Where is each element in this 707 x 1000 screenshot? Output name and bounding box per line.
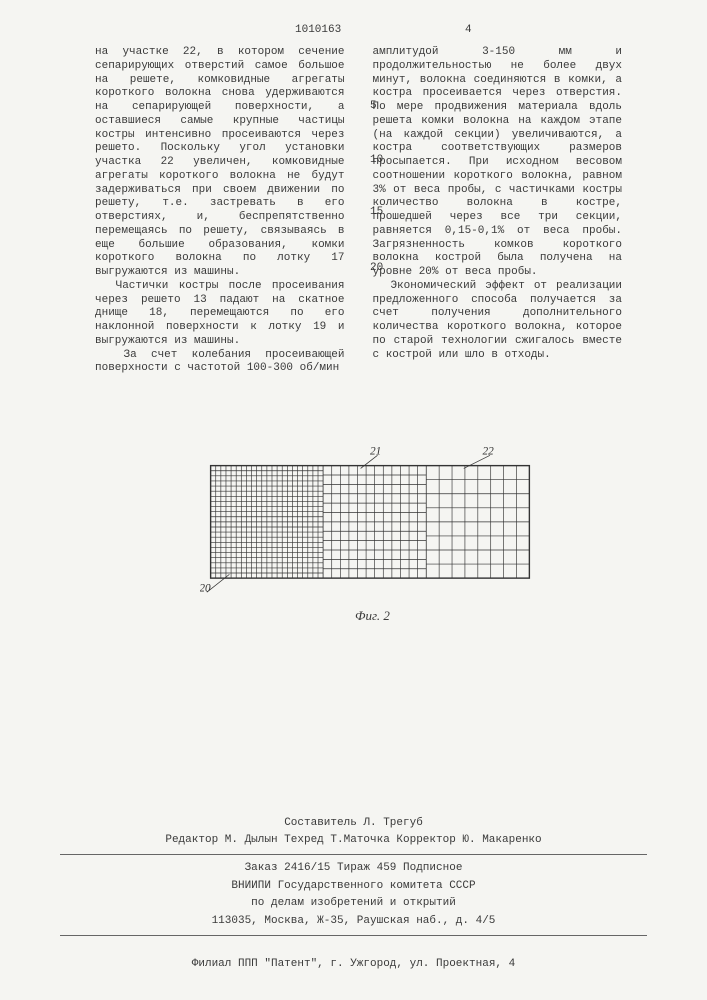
compiler-line: Составитель Л. Трегуб	[60, 816, 647, 831]
doc-number: 1010163	[295, 24, 341, 38]
org-line-1: ВНИИПИ Государственного комитета СССР	[60, 879, 647, 894]
body-columns: на участке 22, в котором сечение сепарир…	[95, 46, 622, 376]
addr-line-2: Филиал ППП "Патент", г. Ужгород, ул. Про…	[60, 958, 647, 972]
svg-text:21: 21	[370, 445, 381, 457]
figure-caption: Фиг. 2	[355, 608, 390, 624]
footer-rule-2	[60, 935, 647, 936]
line-number: 5	[370, 100, 377, 114]
footer-block: Составитель Л. Трегуб Редактор М. Дылын …	[60, 814, 647, 942]
line-number: 20	[370, 262, 383, 276]
editor-line: Редактор М. Дылын Техред Т.Маточка Корре…	[60, 833, 647, 848]
footer-rule-1	[60, 854, 647, 855]
line-number: 10	[370, 154, 383, 168]
order-line: Заказ 2416/15 Тираж 459 Подписное	[60, 861, 647, 876]
org-line-2: по делам изобретений и открытий	[60, 896, 647, 911]
svg-text:22: 22	[483, 445, 495, 457]
right-column: амплитудой 3-150 мм и продолжительностью…	[373, 46, 623, 376]
figure-2: 20 21 22	[200, 445, 540, 595]
page-number: 4	[465, 24, 472, 38]
svg-text:20: 20	[200, 582, 211, 594]
addr-line-1: 113035, Москва, Ж-35, Раушская наб., д. …	[60, 914, 647, 929]
line-number: 15	[370, 206, 383, 220]
left-column: на участке 22, в котором сечение сепарир…	[95, 46, 345, 376]
